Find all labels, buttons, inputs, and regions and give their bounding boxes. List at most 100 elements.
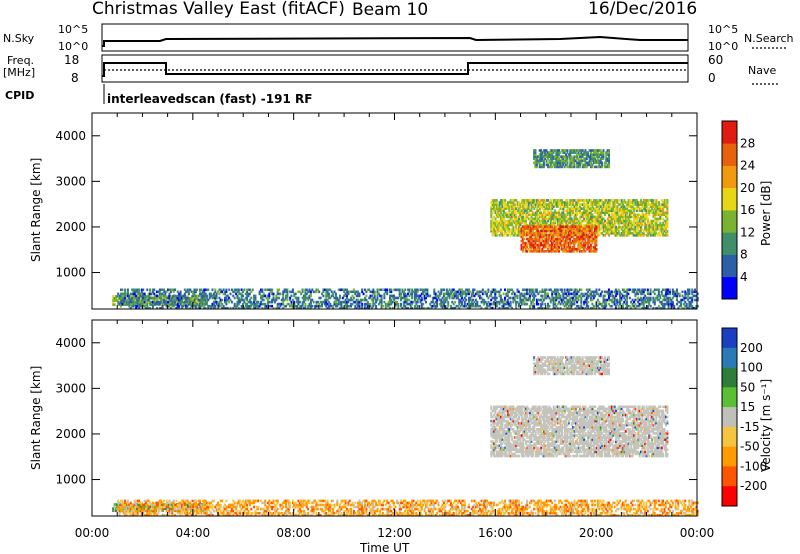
echo-cell	[655, 217, 658, 221]
echo-cell	[612, 229, 615, 233]
echo-cell	[602, 223, 605, 227]
echo-cell	[655, 288, 658, 292]
echo-cell	[534, 231, 537, 235]
echo-cell	[461, 290, 463, 294]
echo-cell	[357, 298, 360, 302]
echo-cell	[117, 297, 120, 300]
echo-cell	[594, 241, 596, 245]
echo-cell	[660, 232, 663, 235]
echo-cell	[533, 153, 536, 156]
echo-cell	[621, 294, 624, 298]
echo-cell	[140, 288, 143, 292]
echo-cell	[617, 199, 620, 202]
echo-cell	[558, 232, 561, 235]
echo-cell	[422, 302, 425, 306]
echo-cell	[581, 225, 584, 229]
echo-cell	[511, 201, 514, 204]
echo-cell	[194, 294, 197, 298]
echo-cell	[653, 232, 656, 235]
echo-cell	[577, 296, 580, 300]
echo-cell	[131, 302, 134, 306]
echo-cell	[628, 227, 631, 231]
echo-cell	[416, 306, 419, 310]
echo-cell	[132, 292, 135, 296]
echo-cell	[596, 161, 599, 165]
echo-cell	[599, 294, 602, 298]
echo-cell	[502, 213, 505, 217]
echo-cell	[483, 302, 486, 306]
echo-cell	[172, 298, 175, 302]
echo-cell	[569, 165, 572, 169]
echo-cell	[450, 304, 452, 308]
echo-cell	[570, 225, 573, 228]
echo-cell	[595, 153, 598, 156]
echo-cell	[451, 288, 454, 292]
echo-cell	[261, 294, 264, 298]
echo-cell	[548, 237, 551, 241]
echo-cell	[572, 292, 574, 296]
echo-cell	[443, 298, 445, 302]
echo-cell	[610, 292, 613, 296]
echo-cell	[509, 302, 512, 306]
echo-cell	[655, 232, 658, 235]
echo-cell	[504, 288, 506, 292]
echo-cell	[408, 288, 411, 292]
echo-cell	[572, 296, 574, 300]
echo-cell	[588, 288, 591, 292]
echo-cell	[635, 205, 638, 208]
echo-cell	[289, 298, 292, 302]
echo-cell	[540, 225, 542, 228]
echo-cell	[560, 235, 563, 239]
echo-cell	[196, 301, 199, 304]
echo-cell	[158, 294, 161, 298]
echo-cell	[580, 296, 583, 300]
echo-cell	[601, 225, 604, 229]
echo-cell	[276, 306, 279, 310]
echo-cell	[619, 213, 622, 217]
echo-cell	[615, 227, 618, 231]
echo-cell	[531, 225, 534, 228]
echo-cell	[339, 302, 341, 306]
echo-cell	[233, 296, 236, 300]
echo-cell	[537, 155, 540, 158]
echo-cell	[566, 223, 569, 227]
echo-cell	[264, 304, 267, 308]
echo-cell	[304, 306, 307, 310]
echo-cell	[504, 219, 507, 223]
echo-cell	[673, 292, 676, 296]
echo-cell	[262, 302, 265, 306]
echo-cell	[556, 205, 559, 208]
echo-cell	[692, 294, 695, 298]
echo-cell	[347, 300, 350, 304]
echo-cell	[506, 292, 509, 296]
echo-cell	[644, 203, 647, 206]
echo-cell	[687, 288, 689, 292]
echo-cell	[544, 155, 547, 158]
echo-cell	[538, 231, 541, 235]
echo-cell	[576, 296, 579, 300]
echo-cell	[268, 292, 271, 296]
echo-cell	[641, 211, 644, 215]
echo-cell	[599, 153, 602, 156]
echo-cell	[660, 306, 663, 310]
echo-cell	[125, 302, 128, 306]
echo-cell	[533, 237, 535, 241]
echo-cell	[505, 223, 508, 227]
echo-cell	[638, 221, 641, 225]
echo-cell	[525, 229, 527, 233]
echo-cell	[655, 219, 658, 223]
echo-cell	[635, 229, 638, 233]
echo-cell	[534, 153, 537, 156]
echo-cell	[558, 201, 561, 204]
echo-cell	[214, 296, 217, 300]
echo-cell	[404, 298, 407, 302]
echo-cell	[585, 161, 588, 165]
echo-cell	[519, 213, 522, 217]
echo-cell	[265, 296, 268, 300]
echo-cell	[605, 298, 608, 302]
echo-cell	[420, 292, 423, 296]
echo-cell	[498, 294, 501, 298]
echo-cell	[659, 205, 662, 208]
echo-cell	[126, 292, 129, 296]
echo-cell	[651, 199, 654, 202]
